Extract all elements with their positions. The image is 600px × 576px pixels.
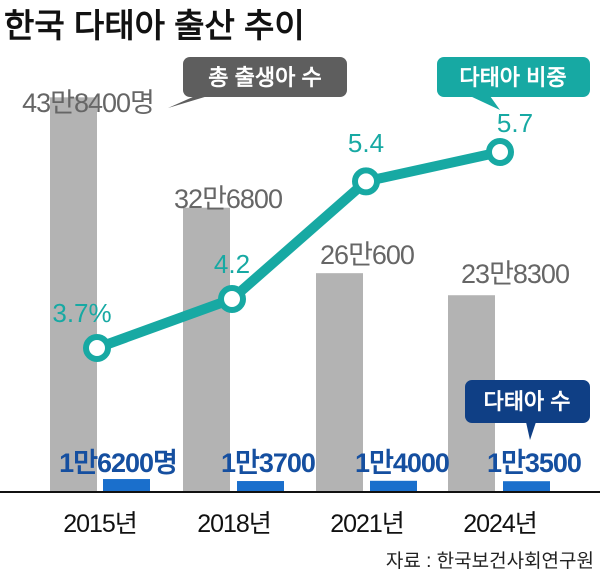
source-note: 자료 : 한국보건사회연구원 xyxy=(386,550,594,572)
bar-multi-1 xyxy=(237,481,284,492)
total-label: 26만600 xyxy=(320,240,414,270)
share-label: 5.7 xyxy=(497,108,533,138)
bar-multi-3 xyxy=(503,481,550,492)
total-label: 43만8400명 xyxy=(22,88,154,118)
total-callout-label: 총 출생아 수 xyxy=(208,65,321,90)
share-label: 5.4 xyxy=(348,128,384,158)
total-callout-tail xyxy=(168,96,208,108)
total-callout-box xyxy=(183,57,347,97)
share-label: 3.7% xyxy=(52,298,111,328)
share-point-0 xyxy=(83,334,111,362)
x-tick-label: 2018년 xyxy=(197,510,271,538)
multi-label: 1만3700 xyxy=(221,448,315,478)
bar-total-2 xyxy=(316,273,363,492)
multi-label: 1만3500 xyxy=(487,448,581,478)
share-point-3 xyxy=(486,138,514,166)
share-label: 4.2 xyxy=(214,249,250,279)
x-tick-label: 2024년 xyxy=(463,510,537,538)
multi-callout-box xyxy=(465,380,590,423)
bar-total-1 xyxy=(183,207,230,492)
share-line xyxy=(95,147,502,353)
multi-callout-label: 다태아 수 xyxy=(483,389,570,414)
total-label: 23만8300 xyxy=(461,259,569,289)
share-callout-tail xyxy=(470,96,500,110)
multi-callout-tail xyxy=(526,422,536,440)
bar-total-0 xyxy=(50,97,97,493)
total-label: 32만6800 xyxy=(174,184,282,214)
bar-multi-0 xyxy=(103,479,150,492)
share-callout-label: 다태아 비중 xyxy=(459,65,566,90)
multi-label: 1만4000 xyxy=(355,448,449,478)
share-point-2 xyxy=(352,167,380,196)
share-point-1 xyxy=(218,285,246,313)
chart-title: 한국 다태아 출산 추이 xyxy=(4,7,305,44)
x-tick-label: 2021년 xyxy=(330,510,404,538)
x-tick-label: 2015년 xyxy=(63,510,137,538)
share-callout-box xyxy=(437,57,590,97)
bar-multi-2 xyxy=(370,480,417,492)
multi-label: 1만6200명 xyxy=(59,448,177,478)
